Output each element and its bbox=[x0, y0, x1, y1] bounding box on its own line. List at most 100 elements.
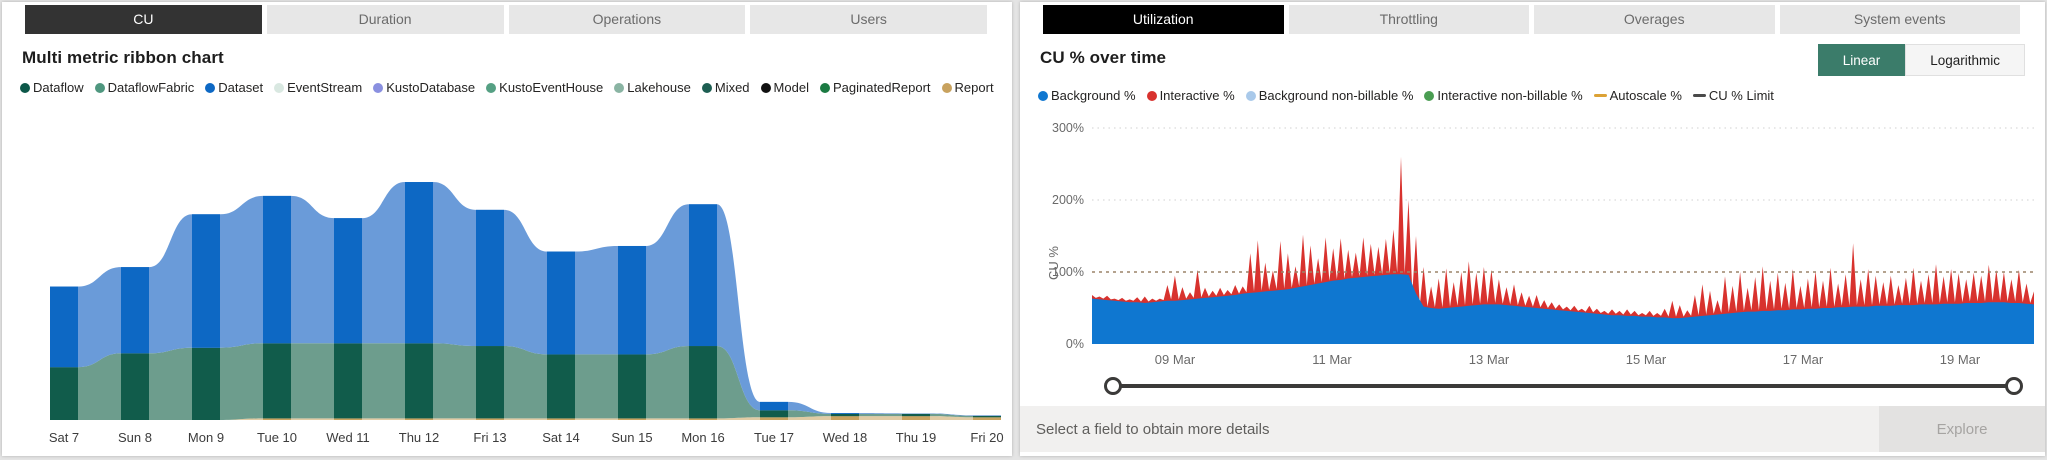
svg-text:Thu 19: Thu 19 bbox=[896, 430, 936, 445]
legend-label: Autoscale % bbox=[1609, 88, 1682, 103]
legend-dot-marker bbox=[1146, 90, 1157, 101]
svg-text:Tue 10: Tue 10 bbox=[257, 430, 297, 445]
cu-over-time-chart[interactable]: 0% 100% 200% 300% 09 Mar 11 Mar 13 Mar 15 Mar 17… bbox=[1044, 118, 2039, 370]
slider-handle-start[interactable] bbox=[1104, 377, 1122, 395]
svg-text:Mon 9: Mon 9 bbox=[188, 430, 224, 445]
explore-button[interactable]: Explore bbox=[1879, 406, 2045, 452]
svg-text:Thu 12: Thu 12 bbox=[399, 430, 439, 445]
legend-label: KustoDatabase bbox=[386, 80, 476, 95]
tab-users[interactable]: Users bbox=[750, 5, 987, 34]
svg-text:200%: 200% bbox=[1052, 193, 1084, 207]
details-footer: Select a field to obtain more details Ex… bbox=[1020, 406, 2045, 452]
legend-label: Lakehouse bbox=[627, 80, 691, 95]
legend-label: Background % bbox=[1051, 88, 1136, 103]
tab-throttling[interactable]: Throttling bbox=[1288, 5, 1529, 34]
logarithmic-button[interactable]: Logarithmic bbox=[1905, 44, 2025, 76]
legend-item-kustodatabase[interactable]: KustoDatabase bbox=[373, 80, 475, 95]
svg-text:Sat 7: Sat 7 bbox=[49, 430, 79, 445]
svg-text:Fri 20: Fri 20 bbox=[970, 430, 1003, 445]
legend-label: Model bbox=[773, 80, 809, 95]
legend-item-dataflowfabric[interactable]: DataflowFabric bbox=[94, 80, 195, 95]
legend-dash-marker bbox=[1593, 94, 1607, 97]
background-area bbox=[1092, 274, 2034, 344]
slider-handle-end[interactable] bbox=[2005, 377, 2023, 395]
svg-text:15 Mar: 15 Mar bbox=[1626, 352, 1667, 367]
legend-item-dataflow[interactable]: Dataflow bbox=[20, 80, 84, 95]
tab-duration[interactable]: Duration bbox=[266, 5, 504, 34]
legend-dot-marker bbox=[701, 82, 712, 93]
legend-label: PaginatedReport bbox=[832, 80, 931, 95]
legend-dot-marker bbox=[760, 82, 771, 93]
left-chart-legend: Dataflow DataflowFabric Dataset EventStream… bbox=[20, 80, 1012, 95]
legend-item-report[interactable]: Report bbox=[941, 80, 994, 95]
legend-label: Background non-billable % bbox=[1258, 88, 1414, 103]
svg-text:300%: 300% bbox=[1052, 121, 1084, 135]
legend-label: DataflowFabric bbox=[107, 80, 195, 95]
tab-utilization[interactable]: Utilization bbox=[1043, 5, 1284, 34]
right-title-row: CU % over time Linear Logarithmic bbox=[1020, 34, 2045, 76]
left-tab-bar: CU Duration Operations Users bbox=[2, 2, 1012, 34]
legend-item-lakehouse[interactable]: Lakehouse bbox=[614, 80, 691, 95]
tab-overages[interactable]: Overages bbox=[1534, 5, 1775, 34]
legend-item-dataset[interactable]: Dataset bbox=[205, 80, 263, 95]
legend-label: Dataset bbox=[218, 80, 264, 95]
legend-dot-marker bbox=[819, 82, 830, 93]
legend-item-interactive-[interactable]: Interactive % bbox=[1146, 88, 1235, 103]
svg-text:Wed 11: Wed 11 bbox=[326, 430, 370, 445]
slider-track[interactable] bbox=[1112, 384, 2015, 388]
legend-item-paginatedreport[interactable]: PaginatedReport bbox=[819, 80, 931, 95]
legend-item-interactive-non-billable-[interactable]: Interactive non-billable % bbox=[1424, 88, 1583, 103]
legend-item-cu-limit[interactable]: CU % Limit bbox=[1692, 88, 1774, 103]
left-chart-title: Multi metric ribbon chart bbox=[22, 48, 224, 67]
svg-text:Sun 15: Sun 15 bbox=[611, 430, 652, 445]
legend-dot-marker bbox=[20, 82, 30, 93]
svg-text:Tue 17: Tue 17 bbox=[754, 430, 794, 445]
multi-metric-panel: CU Duration Operations Users Multi metric r… bbox=[2, 2, 1012, 456]
tab-cu[interactable]: CU bbox=[25, 5, 262, 34]
legend-dot-marker bbox=[1038, 90, 1048, 101]
svg-text:Mon 16: Mon 16 bbox=[681, 430, 724, 445]
ribbon-series-dataset bbox=[50, 182, 1001, 416]
legend-label: Interactive % bbox=[1159, 88, 1235, 103]
svg-text:Sun 8: Sun 8 bbox=[118, 430, 152, 445]
legend-item-model[interactable]: Model bbox=[760, 80, 809, 95]
tab-system-events[interactable]: System events bbox=[1779, 5, 2020, 34]
svg-text:13 Mar: 13 Mar bbox=[1469, 352, 1510, 367]
tab-operations[interactable]: Operations bbox=[508, 5, 746, 34]
svg-text:Wed 18: Wed 18 bbox=[823, 430, 868, 445]
legend-label: Report bbox=[954, 80, 994, 95]
legend-dot-marker bbox=[274, 82, 285, 93]
legend-label: Interactive non-billable % bbox=[1437, 88, 1583, 103]
time-range-slider[interactable] bbox=[1104, 376, 2023, 396]
ribbon-series-report bbox=[50, 416, 1001, 420]
legend-label: Mixed bbox=[714, 80, 750, 95]
legend-label: Dataflow bbox=[33, 80, 84, 95]
legend-item-mixed[interactable]: Mixed bbox=[701, 80, 750, 95]
svg-text:100%: 100% bbox=[1052, 265, 1084, 279]
svg-text:Sat 14: Sat 14 bbox=[542, 430, 580, 445]
legend-item-kustoeventhouse[interactable]: KustoEventHouse bbox=[486, 80, 603, 95]
right-chart-title: CU % over time bbox=[1040, 48, 1167, 67]
legend-dot-marker bbox=[486, 82, 497, 93]
legend-item-background-non-billable-[interactable]: Background non-billable % bbox=[1245, 88, 1414, 103]
svg-text:11 Mar: 11 Mar bbox=[1312, 352, 1352, 367]
legend-item-eventstream[interactable]: EventStream bbox=[274, 80, 362, 95]
svg-text:17 Mar: 17 Mar bbox=[1783, 352, 1824, 367]
ribbon-series-dataflow bbox=[50, 343, 1001, 420]
legend-dot-marker bbox=[1245, 90, 1256, 101]
ribbon-x-axis: Sat 7 Sun 8 Mon 9 Tue 10 Wed 11 Thu 12 Fri 13 S… bbox=[49, 430, 1004, 445]
multi-metric-ribbon-chart[interactable]: Sat 7 Sun 8 Mon 9 Tue 10 Wed 11 Thu 12 Fri 13 S… bbox=[14, 132, 1004, 450]
utilization-panel: Utilization Throttling Overages System even… bbox=[1020, 2, 2045, 456]
legend-item-autoscale-[interactable]: Autoscale % bbox=[1593, 88, 1682, 103]
legend-dot-marker bbox=[1424, 90, 1435, 101]
svg-text:Fri 13: Fri 13 bbox=[473, 430, 506, 445]
legend-dot-marker bbox=[614, 82, 625, 93]
legend-label: KustoEventHouse bbox=[499, 80, 604, 95]
legend-item-background-[interactable]: Background % bbox=[1038, 88, 1136, 103]
legend-dot-marker bbox=[94, 82, 105, 93]
legend-dot-marker bbox=[373, 82, 384, 93]
scale-toggle: Linear Logarithmic bbox=[1817, 44, 2025, 76]
linear-button[interactable]: Linear bbox=[1817, 44, 1906, 76]
details-hint: Select a field to obtain more details bbox=[1036, 420, 1270, 438]
